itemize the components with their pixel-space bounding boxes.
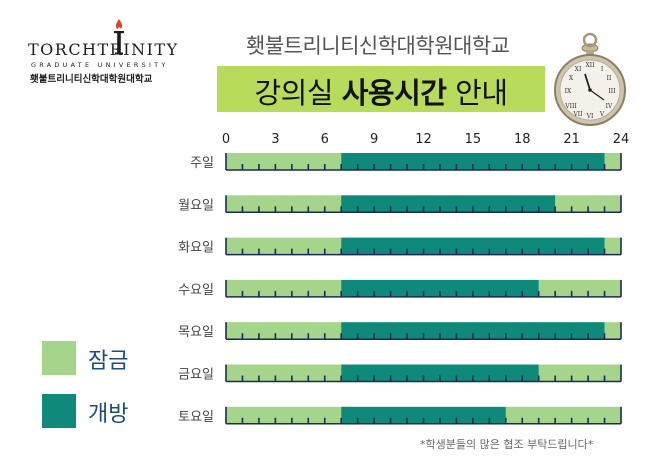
closed-bar: [538, 279, 621, 297]
legend-open-label: 개방: [88, 402, 129, 427]
day-row: 월요일: [178, 195, 622, 213]
day-label: 목요일: [178, 325, 214, 340]
day-label: 금요일: [178, 368, 214, 383]
x-tick-label: 0: [222, 132, 230, 147]
title-banner: 강의실 사용시간 안내: [217, 66, 545, 112]
svg-text:VI: VI: [586, 113, 594, 120]
x-tick-label: 15: [465, 132, 482, 147]
torch-icon: [114, 19, 124, 55]
school-logo: TORCHTRINITY GRADUATE UNIVERSITY 횃불트리니티신…: [28, 18, 177, 85]
page-title: 강의실 사용시간 안내: [217, 70, 545, 112]
closed-bar: [226, 153, 342, 170]
day-row: 화요일: [178, 237, 622, 256]
svg-text:XI: XI: [575, 66, 582, 73]
closed-bar: [604, 153, 621, 170]
legend-closed-swatch: [42, 341, 76, 375]
logo-korean-name: 횃불트리니티신학대학원대학교: [30, 74, 153, 85]
svg-text:II: II: [607, 75, 612, 82]
closed-bar: [226, 237, 342, 255]
closed-bar: [604, 237, 621, 255]
x-tick-label: 18: [514, 132, 531, 147]
svg-text:X: X: [569, 75, 574, 82]
day-row: 토요일: [178, 406, 622, 425]
closed-bar: [604, 322, 621, 340]
closed-bar: [226, 195, 342, 213]
x-tick-label: 21: [563, 132, 580, 147]
title-part-2: 안내: [446, 76, 508, 110]
closed-bar: [226, 322, 342, 340]
day-label: 토요일: [178, 410, 214, 425]
svg-text:VIII: VIII: [564, 103, 577, 110]
closed-bar: [538, 364, 621, 382]
logo-subtitle: GRADUATE UNIVERSITY: [31, 61, 169, 69]
title-part-1: 강의실: [254, 76, 342, 110]
svg-text:I: I: [601, 66, 604, 73]
svg-text:III: III: [608, 88, 616, 95]
x-tick-label: 6: [321, 132, 329, 147]
day-row: 수요일: [178, 279, 622, 298]
day-label: 주일: [190, 156, 214, 171]
x-tick-label: 12: [415, 132, 432, 147]
legend-closed-label: 잠금: [88, 349, 129, 374]
x-tick-label: 24: [613, 132, 630, 147]
closed-bar: [226, 406, 342, 424]
day-row: 주일: [190, 153, 622, 171]
logo-name: TORCHTRINITY: [28, 40, 179, 59]
open-bar: [341, 195, 556, 213]
closed-bar: [505, 406, 621, 424]
day-label: 수요일: [178, 283, 214, 298]
day-row: 목요일: [178, 322, 622, 340]
legend-open-swatch: [42, 394, 76, 428]
school-name: 횃불트리니티신학대학원대학교: [246, 34, 510, 58]
x-tick-label: 3: [271, 132, 279, 147]
svg-text:IV: IV: [606, 103, 613, 110]
svg-text:XII: XII: [585, 62, 595, 69]
closed-bar: [226, 364, 342, 382]
svg-text:IX: IX: [565, 88, 572, 95]
title-bold: 사용시간: [341, 76, 447, 110]
open-bar: [341, 406, 506, 424]
svg-text:V: V: [599, 111, 605, 118]
day-row: 금요일: [178, 364, 622, 383]
x-tick-label: 9: [370, 132, 378, 147]
day-label: 화요일: [178, 241, 214, 256]
svg-text:VII: VII: [572, 111, 583, 118]
closed-bar: [226, 279, 342, 297]
day-label: 월요일: [178, 198, 214, 213]
footnote: *학생분들의 많은 협조 부탁드립니다*: [420, 438, 594, 451]
